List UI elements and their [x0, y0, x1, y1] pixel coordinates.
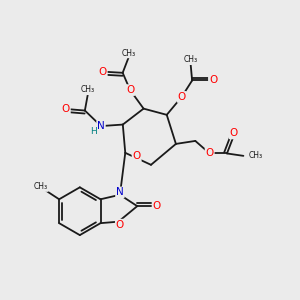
Text: CH₃: CH₃	[249, 151, 263, 160]
Text: O: O	[116, 220, 124, 230]
Text: N: N	[116, 188, 124, 197]
Text: CH₃: CH₃	[184, 56, 198, 64]
Text: O: O	[126, 85, 134, 95]
Text: CH₃: CH₃	[34, 182, 48, 191]
Text: O: O	[98, 67, 107, 77]
Text: O: O	[61, 104, 70, 114]
Text: H: H	[91, 127, 97, 136]
Text: N: N	[97, 121, 105, 131]
Text: O: O	[209, 76, 217, 85]
Text: O: O	[230, 128, 238, 139]
Text: CH₃: CH₃	[81, 85, 95, 94]
Text: O: O	[133, 152, 141, 161]
Text: O: O	[178, 92, 186, 102]
Text: O: O	[206, 148, 214, 158]
Text: CH₃: CH₃	[122, 49, 136, 58]
Text: O: O	[152, 201, 161, 211]
